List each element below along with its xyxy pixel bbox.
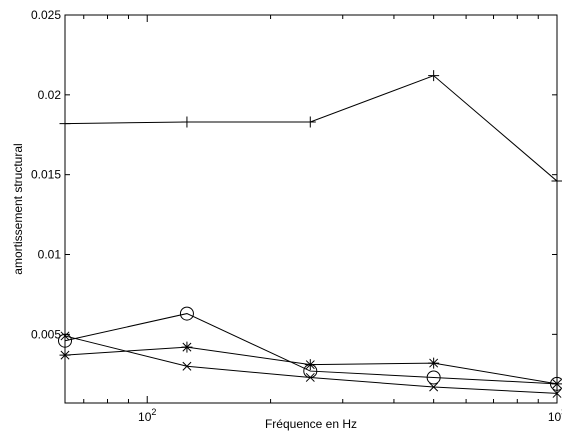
series-x <box>60 331 562 398</box>
data-point-star <box>59 349 71 361</box>
data-point-circle <box>179 306 194 321</box>
data-point-plus <box>304 116 316 128</box>
y-tick-label: 0.01 <box>38 248 62 262</box>
data-point-circle <box>550 376 562 391</box>
y-tick-label: 0.02 <box>38 88 62 102</box>
y-tick-label: 0.015 <box>31 168 61 182</box>
data-point-plus <box>551 175 562 187</box>
series-plus <box>59 70 562 187</box>
data-point-x <box>429 382 439 392</box>
plot-frame <box>64 14 558 404</box>
data-point-star <box>428 357 440 369</box>
x-tick-label: 103 <box>548 407 562 424</box>
x-axis-label: Fréquence en Hz <box>265 417 357 431</box>
data-point-circle <box>426 370 441 385</box>
series-line <box>64 313 558 385</box>
data-point-plus <box>428 70 440 82</box>
data-point-star <box>304 359 316 371</box>
data-point-star <box>551 378 562 390</box>
series-layer <box>58 70 562 398</box>
data-point-plus <box>181 116 193 128</box>
data-point-circle <box>58 333 72 348</box>
y-tick-label: 0.005 <box>31 327 61 341</box>
x-axis: 102 103 <box>83 15 562 424</box>
data-point-x <box>182 361 192 371</box>
data-point-plus <box>59 118 71 130</box>
x-tick-label: 102 <box>138 407 156 424</box>
data-point-x <box>552 388 562 398</box>
y-axis: 0.005 0.01 0.015 0.02 0.025 <box>31 8 557 341</box>
y-tick-label: 0.025 <box>31 8 61 22</box>
y-axis-label: amortissement structural <box>11 143 25 274</box>
data-point-x <box>305 372 315 382</box>
series-star <box>59 341 562 390</box>
data-point-x <box>60 331 70 341</box>
data-point-star <box>181 341 193 353</box>
